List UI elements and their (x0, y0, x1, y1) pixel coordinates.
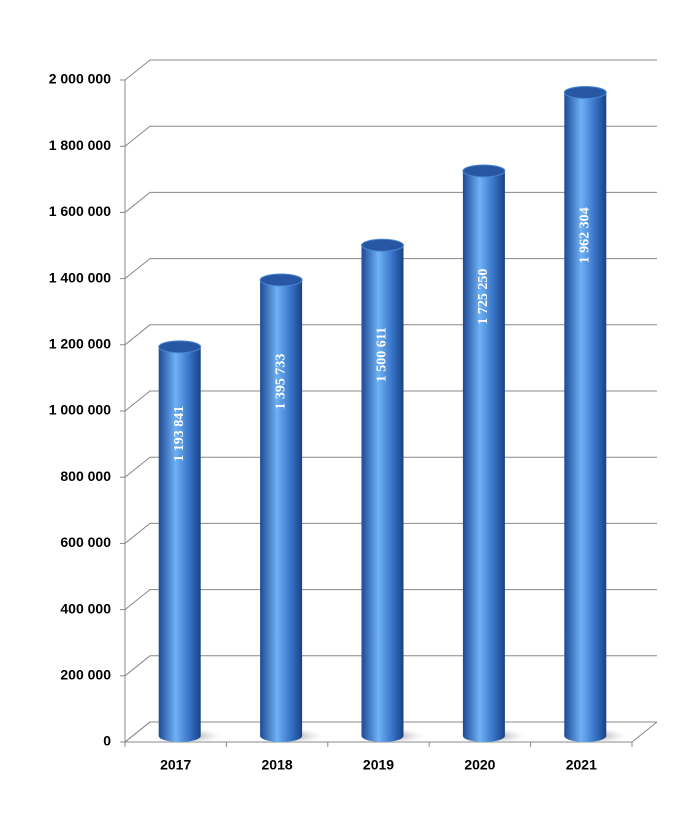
bar (361, 245, 404, 742)
y-tick-label: 400 000 (60, 600, 111, 616)
value-label: 1 395 733 (273, 354, 288, 410)
x-tick-label: 2021 (566, 757, 597, 773)
x-tick-label: 2020 (464, 757, 495, 773)
y-tick-label: 1 800 000 (49, 137, 111, 153)
bar-top (563, 85, 607, 99)
y-tick-label: 600 000 (60, 534, 111, 550)
value-label: 1 193 841 (172, 406, 187, 462)
bar (158, 346, 201, 742)
grid-line (124, 125, 657, 147)
y-tick-label: 1 400 000 (49, 269, 111, 285)
bar-top (462, 164, 506, 178)
value-label: 1 500 611 (375, 327, 390, 382)
bar-top (361, 238, 404, 252)
bar (564, 92, 607, 743)
y-tick-label: 200 000 (60, 667, 111, 683)
value-label: 1 962 304 (578, 207, 593, 263)
value-label: 1 725 250 (476, 269, 491, 325)
x-tick-label: 2019 (363, 757, 394, 773)
bar-top (259, 273, 303, 287)
grid-line (124, 59, 657, 81)
x-tick-label: 2018 (262, 757, 293, 773)
y-tick-label: 800 000 (60, 468, 111, 484)
y-tick-label: 1 600 000 (49, 203, 111, 219)
y-tick-label: 2 000 000 (49, 71, 111, 87)
bar-top (158, 340, 202, 354)
bar (462, 170, 505, 742)
bar (260, 280, 303, 742)
x-tick-label: 2017 (160, 757, 191, 773)
y-tick-label: 1 200 000 (49, 336, 111, 352)
y-tick-label: 1 000 000 (49, 402, 111, 418)
y-tick-label: 0 (103, 733, 111, 749)
